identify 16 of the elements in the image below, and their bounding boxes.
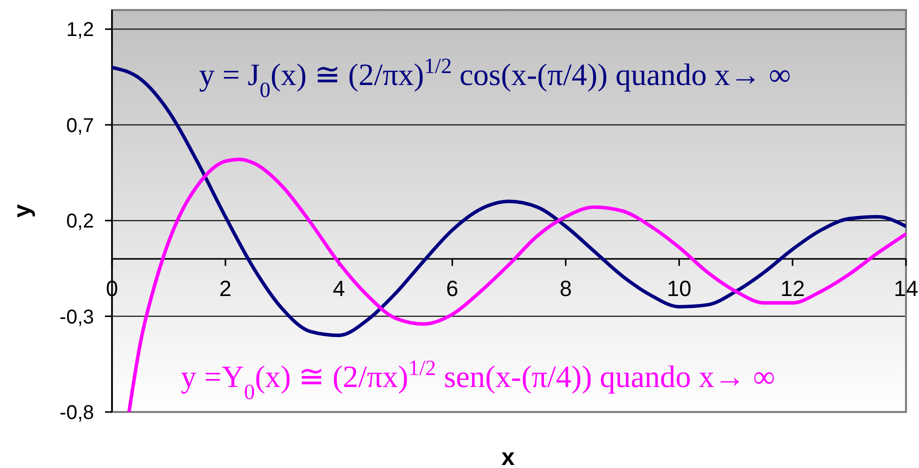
y-tick-label: -0,8: [60, 402, 94, 424]
x-tick-label: 14: [894, 276, 918, 301]
x-tick-label: 2: [219, 276, 232, 301]
x-axis-title: x: [501, 444, 516, 468]
series-label: y =Y$_{0}$(x) ≅ (2/πx)$^{1/2}$ sen(x-(π/4)) quando x→ ∞: [180, 356, 776, 404]
x-tick-label: 4: [332, 276, 345, 301]
y-tick-label: 1,2: [66, 19, 94, 42]
y-axis-title: y: [9, 204, 36, 218]
x-tick-label: 10: [666, 276, 692, 301]
x-tick-label: 6: [446, 276, 458, 301]
y-tick-label: 0,7: [66, 114, 94, 137]
x-tick-label: 8: [560, 276, 572, 301]
y-tick-label: 0,2: [66, 210, 94, 233]
x-tick-label: 12: [780, 276, 805, 301]
series-label: y = J$_{0}$(x) ≅ (2/πx)$^{1/2}$ cos(x-(π/4)) quando x→ ∞: [199, 54, 791, 102]
y-tick-label: -0,3: [60, 306, 94, 328]
